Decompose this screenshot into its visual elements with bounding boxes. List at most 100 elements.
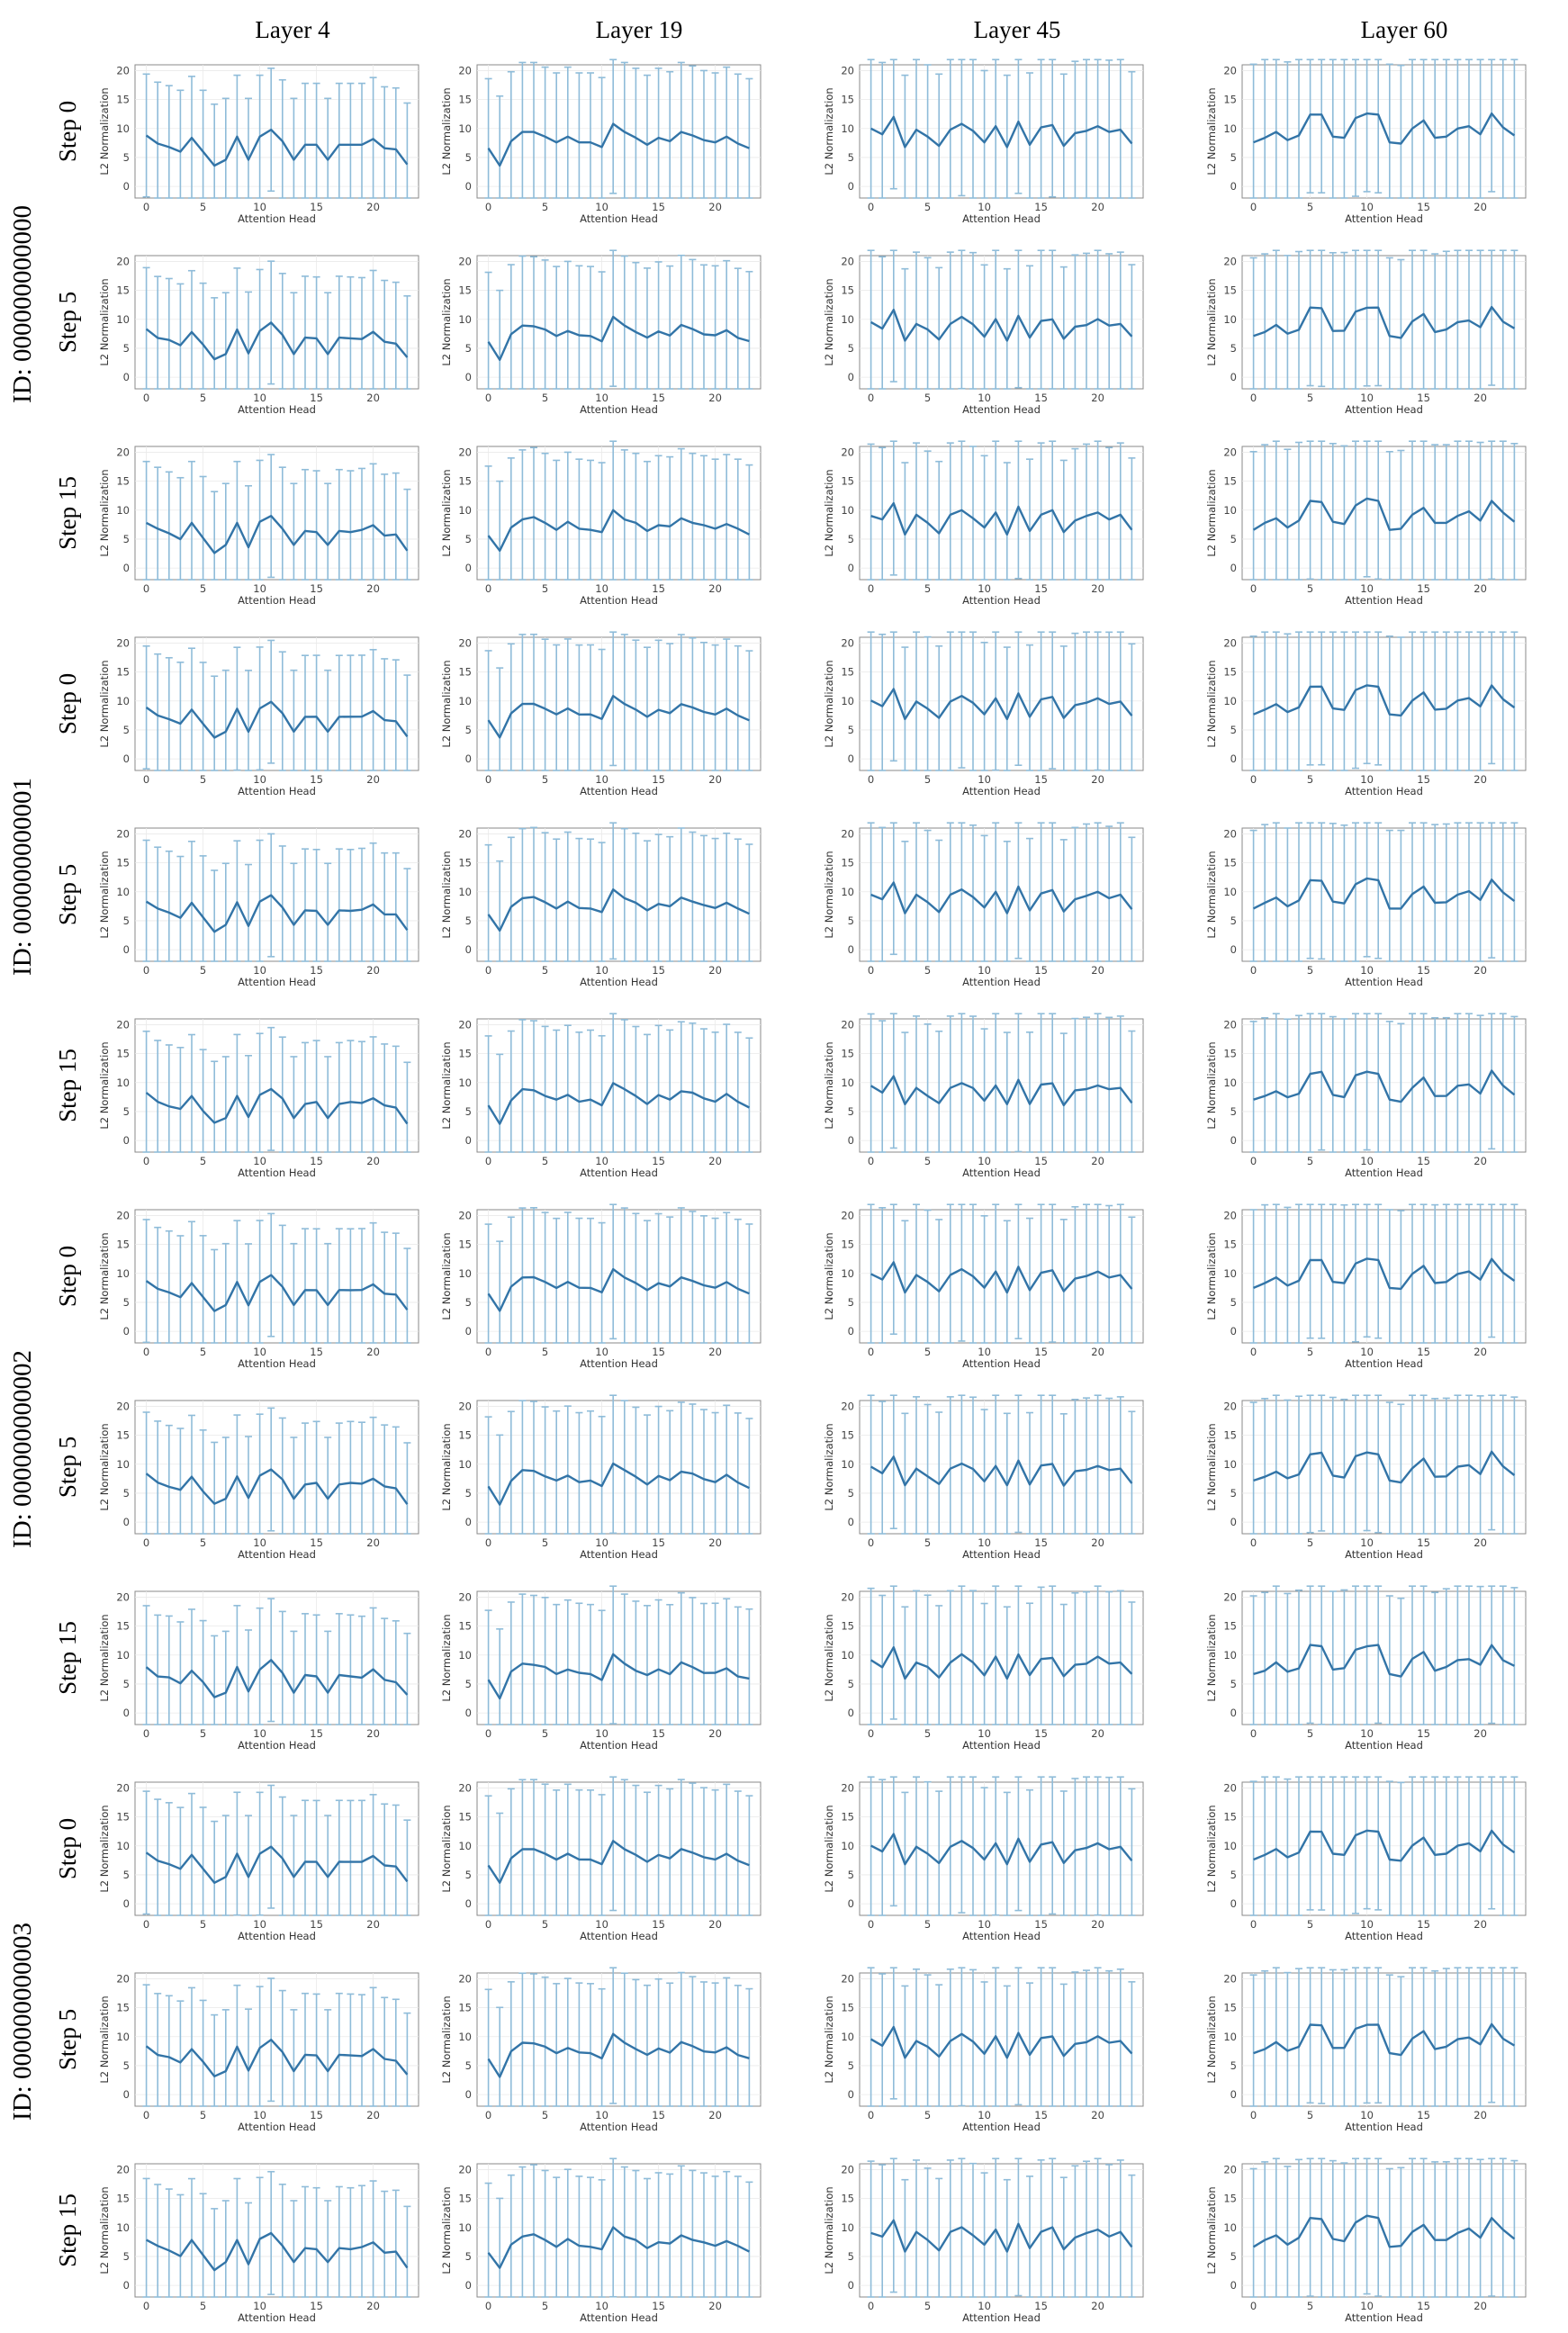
y-tick-label: 0 <box>465 2088 472 2101</box>
y-tick-label: 20 <box>116 827 130 840</box>
plot-frame <box>859 255 1144 390</box>
x-tick-label: 15 <box>1034 1536 1048 1549</box>
x-tick-label: 20 <box>708 1727 722 1740</box>
panel-1-2-2: 0 5 10 15 20 0 5 10 15 20 Attention Head L2 Normali… <box>823 1013 1144 1179</box>
plot-frame <box>134 1018 419 1153</box>
plot-frame <box>476 636 761 771</box>
panel-1-2-0: 0 5 10 15 20 0 5 10 15 20 Attention Head L2 Normali… <box>98 1018 419 1179</box>
x-tick-label: 10 <box>595 1727 608 1740</box>
id-label-1: ID: 000000000001 <box>8 778 37 976</box>
y-axis-label: L2 Normalization <box>1205 1423 1218 1510</box>
x-tick-label: 0 <box>143 582 149 595</box>
x-tick-label: 15 <box>652 392 665 404</box>
x-tick-label: 5 <box>1307 2300 1313 2312</box>
y-axis-label: L2 Normalization <box>440 1995 453 2083</box>
x-tick-label: 0 <box>1250 201 1257 213</box>
x-tick-label: 10 <box>595 1155 608 1167</box>
x-tick-label: 5 <box>924 201 931 213</box>
panel-0-1-1: 0 5 10 15 20 0 5 10 15 20 Attention Head L2 Normali… <box>440 249 761 416</box>
y-tick-label: 15 <box>458 1239 472 1251</box>
y-tick-label: 0 <box>465 371 472 383</box>
x-tick-label: 10 <box>978 964 991 977</box>
y-tick-label: 0 <box>465 1134 472 1147</box>
panel-0-1-3: 0 5 10 15 20 0 5 10 15 20 Attention Head L2 Normali… <box>1205 249 1527 416</box>
mean-line-series <box>145 128 409 167</box>
mean-line-series <box>487 888 750 932</box>
x-tick-label: 15 <box>1417 1918 1430 1931</box>
y-tick-label: 20 <box>841 1781 854 1794</box>
y-tick-label: 15 <box>1223 1239 1237 1251</box>
y-tick-label: 0 <box>465 1897 472 1910</box>
x-tick-label: 0 <box>143 1346 149 1358</box>
x-axis-label: Attention Head <box>580 785 658 797</box>
y-tick-label: 0 <box>465 2279 472 2292</box>
panel-3-1-0: 0 5 10 15 20 0 5 10 15 20 Attention Head L2 Normali… <box>98 1972 419 2133</box>
panel-3-2-0: 0 5 10 15 20 0 5 10 15 20 Attention Head L2 Normali… <box>98 2163 419 2324</box>
x-tick-label: 15 <box>1034 1346 1048 1358</box>
x-tick-label: 0 <box>1250 392 1257 404</box>
x-axis-label: Attention Head <box>238 594 316 607</box>
y-tick-label: 10 <box>458 504 472 517</box>
x-tick-label: 20 <box>708 964 722 977</box>
x-axis-label: Attention Head <box>238 976 316 988</box>
x-tick-label: 0 <box>1250 2109 1257 2121</box>
panel-1-0-2: 0 5 10 15 20 0 5 10 15 20 Attention Head L2 Normali… <box>823 631 1144 797</box>
y-tick-label: 15 <box>458 475 472 488</box>
x-tick-label: 10 <box>1360 1536 1374 1549</box>
panel-0-2-0: 0 5 10 15 20 0 5 10 15 20 Attention Head L2 Normali… <box>98 446 419 607</box>
x-tick-label: 10 <box>1360 773 1374 786</box>
y-axis-label: L2 Normalization <box>98 1614 111 1701</box>
x-tick-label: 5 <box>1307 582 1313 595</box>
x-tick-label: 5 <box>542 964 548 977</box>
x-tick-label: 10 <box>595 201 608 213</box>
x-tick-label: 20 <box>366 392 380 404</box>
y-axis-label: L2 Normalization <box>440 1232 453 1320</box>
y-tick-label: 0 <box>1230 752 1237 765</box>
y-tick-label: 5 <box>465 914 472 927</box>
x-axis-label: Attention Head <box>580 1166 658 1179</box>
y-tick-label: 20 <box>1223 1590 1237 1603</box>
plot-frame <box>476 2163 761 2298</box>
y-tick-label: 5 <box>465 1487 472 1500</box>
id-label-2: ID: 000000000002 <box>8 1350 37 1548</box>
x-axis-label: Attention Head <box>1345 1739 1423 1752</box>
y-tick-label: 20 <box>116 1972 130 1985</box>
panel-1-1-1: 0 5 10 15 20 0 5 10 15 20 Attention Head L2 Normali… <box>440 822 761 988</box>
x-tick-label: 10 <box>253 2109 266 2121</box>
y-tick-label: 15 <box>458 2002 472 2014</box>
x-tick-label: 20 <box>366 773 380 786</box>
y-tick-label: 20 <box>841 64 854 77</box>
x-axis-label: Attention Head <box>962 2311 1041 2324</box>
x-tick-label: 10 <box>1360 392 1374 404</box>
y-tick-label: 0 <box>1230 2279 1237 2292</box>
x-tick-label: 0 <box>143 773 149 786</box>
plot-frame <box>476 1781 761 1916</box>
x-tick-label: 10 <box>1360 1155 1374 1167</box>
y-tick-label: 0 <box>123 1325 130 1338</box>
panel-2-0-0: 0 5 10 15 20 0 5 10 15 20 Attention Head L2 Normali… <box>98 1209 419 1370</box>
panel-2-2-3: 0 5 10 15 20 0 5 10 15 20 Attention Head L2 Normali… <box>1205 1585 1527 1752</box>
x-tick-label: 10 <box>978 1346 991 1358</box>
y-tick-label: 20 <box>458 1400 472 1412</box>
x-tick-label: 10 <box>978 773 991 786</box>
x-tick-label: 20 <box>1473 582 1487 595</box>
y-tick-label: 15 <box>1223 284 1237 297</box>
x-tick-label: 15 <box>652 201 665 213</box>
y-tick-label: 15 <box>458 1620 472 1633</box>
mean-line-series <box>146 2231 409 2272</box>
x-tick-label: 15 <box>1034 1918 1048 1931</box>
y-axis-label: L2 Normalization <box>823 1805 835 1892</box>
plot-frame <box>134 1781 419 1916</box>
y-axis-label: L2 Normalization <box>823 1614 835 1701</box>
x-tick-label: 10 <box>253 1346 266 1358</box>
panel-1-0-0: 0 5 10 15 20 0 5 10 15 20 Attention Head L2 Normali… <box>98 636 419 797</box>
y-tick-label: 20 <box>116 1400 130 1412</box>
x-axis-label: Attention Head <box>962 1930 1041 1942</box>
panel-3-1-1: 0 5 10 15 20 0 5 10 15 20 Attention Head L2 Normali… <box>440 1967 761 2133</box>
x-tick-label: 15 <box>310 1727 323 1740</box>
y-tick-label: 10 <box>116 2221 130 2234</box>
y-tick-label: 0 <box>465 1707 472 1719</box>
x-tick-label: 10 <box>1360 2109 1374 2121</box>
y-tick-label: 0 <box>848 943 854 956</box>
x-tick-label: 20 <box>366 1346 380 1358</box>
